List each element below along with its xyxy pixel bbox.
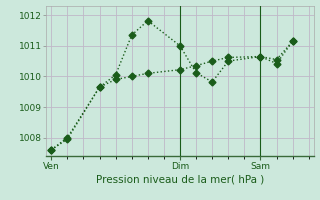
X-axis label: Pression niveau de la mer( hPa ): Pression niveau de la mer( hPa ): [96, 175, 264, 185]
